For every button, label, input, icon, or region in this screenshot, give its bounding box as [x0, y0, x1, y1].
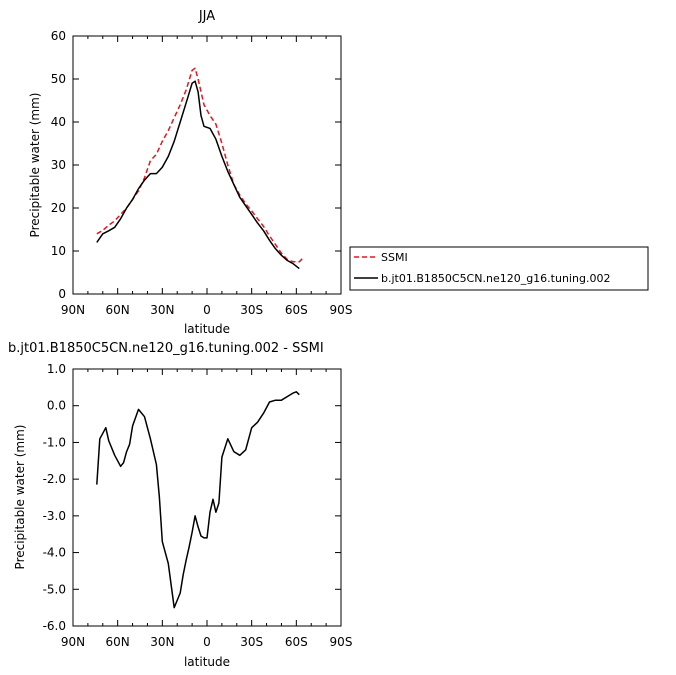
- top-series-line-1: [96, 80, 300, 270]
- bottom-y-tick-label: 0.0: [47, 399, 66, 413]
- top-series-group: [96, 67, 303, 270]
- bottom-series-line-0: [96, 391, 300, 609]
- legend-label-ssmi: SSMI: [381, 251, 408, 264]
- bottom-series-group: [96, 391, 300, 609]
- bottom-x-tick-label: 60N: [106, 635, 130, 649]
- top-plot-frame: [72, 35, 342, 295]
- bottom-y-tick-label: -1.0: [43, 435, 66, 449]
- top-x-tick-label: 60S: [285, 303, 308, 317]
- top-y-tick-label: 30: [51, 158, 66, 172]
- bottom-y-tick-label: -2.0: [43, 472, 66, 486]
- top-axis-ticks: 90N 60N 30N 0 30S 60S 90S 0 10 20 30 40 50 60: [51, 29, 353, 317]
- top-y-tick-label: 20: [51, 201, 66, 215]
- legend: SSMI b.jt01.B1850C5CN.ne120_g16.tuning.0…: [349, 246, 649, 291]
- bottom-chart-title: b.jt01.B1850C5CN.ne120_g16.tuning.002 - …: [8, 341, 324, 356]
- top-y-tick-label: 40: [51, 115, 66, 129]
- bottom-x-tick-label: 0: [203, 635, 211, 649]
- bottom-x-tick-label: 60S: [285, 635, 308, 649]
- top-x-tick-label: 0: [203, 303, 211, 317]
- top-y-tick-label: 10: [51, 244, 66, 258]
- bottom-x-tick-label: 90N: [61, 635, 85, 649]
- top-y-tick-label: 0: [58, 287, 66, 301]
- top-x-axis-label: latitude: [184, 322, 230, 336]
- top-y-tick-label: 50: [51, 72, 66, 86]
- legend-box: [349, 246, 649, 291]
- bottom-y-tick-label: -4.0: [43, 546, 66, 560]
- top-y-tick-label: 60: [51, 29, 66, 43]
- top-x-tick-label: 60N: [106, 303, 130, 317]
- bottom-panel: b.jt01.B1850C5CN.ne120_g16.tuning.002 - …: [8, 341, 352, 669]
- bottom-y-tick-label: -6.0: [43, 619, 66, 633]
- top-x-tick-label: 90S: [330, 303, 353, 317]
- top-y-axis-label: Precipitable water (mm): [28, 93, 42, 238]
- bottom-y-tick-label: -5.0: [43, 582, 66, 596]
- bottom-y-tick-label: -3.0: [43, 509, 66, 523]
- bottom-x-tick-label: 30S: [240, 635, 263, 649]
- top-series-line-0: [96, 67, 303, 263]
- bottom-x-tick-label: 90S: [330, 635, 353, 649]
- bottom-y-tick-label: 1.0: [47, 362, 66, 376]
- bottom-plot-frame: [72, 368, 342, 627]
- top-panel: JJA Precipitable water (mm) latitude 90N…: [28, 9, 352, 336]
- top-chart-title: JJA: [198, 9, 215, 24]
- bottom-y-axis-label: Precipitable water (mm): [13, 425, 27, 570]
- bottom-x-tick-label: 30N: [150, 635, 174, 649]
- top-x-tick-label: 90N: [61, 303, 85, 317]
- top-x-tick-label: 30N: [150, 303, 174, 317]
- bottom-axis-ticks: 90N 60N 30N 0 30S 60S 90S 1.0 0.0 -1.0 -2.0 -3.0 -4.…: [43, 362, 353, 649]
- bottom-x-axis-label: latitude: [184, 655, 230, 669]
- top-x-tick-label: 30S: [240, 303, 263, 317]
- legend-label-model: b.jt01.B1850C5CN.ne120_g16.tuning.002: [381, 272, 610, 285]
